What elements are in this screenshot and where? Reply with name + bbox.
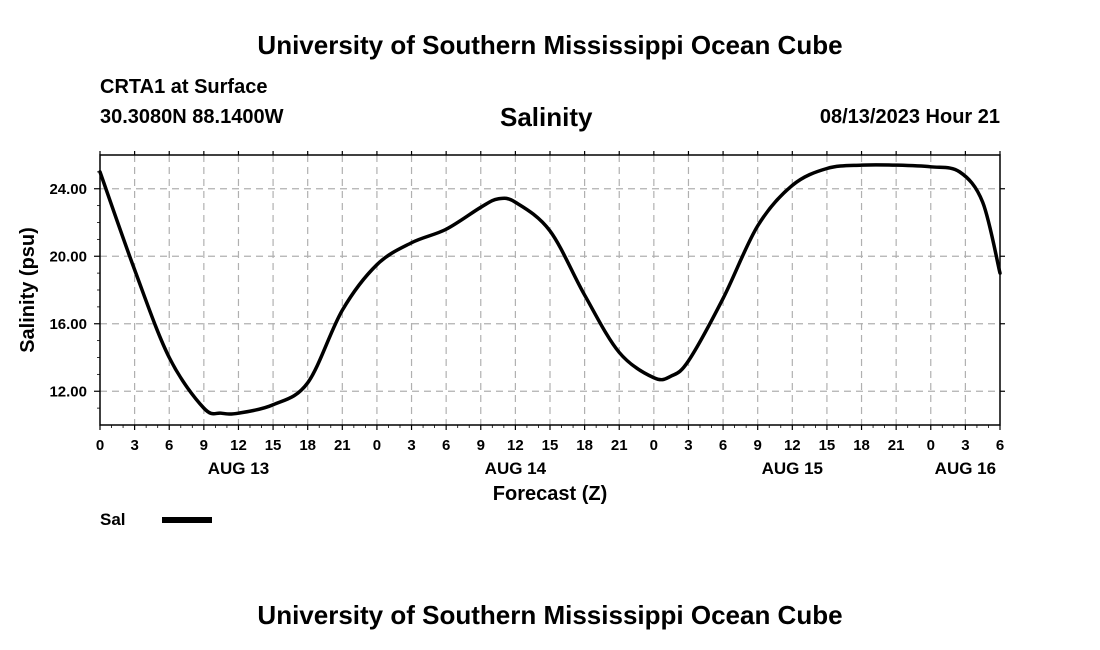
x-tick-label: 6 [442, 437, 450, 454]
x-tick-label: 3 [130, 437, 138, 454]
date-label: AUG 16 [935, 459, 996, 478]
y-axis-label: Salinity (psu) [17, 227, 39, 353]
legend-label: Sal [100, 510, 126, 529]
date-label: AUG 14 [485, 459, 547, 478]
x-tick-label: 3 [407, 437, 415, 454]
x-tick-label: 15 [819, 437, 836, 454]
x-tick-label: 3 [961, 437, 969, 454]
variable-title: Salinity [500, 102, 593, 132]
date-label: AUG 15 [762, 459, 823, 478]
plot-frame [99, 154, 1001, 426]
x-tick-label: 18 [576, 437, 593, 454]
datetime-label: 08/13/2023 Hour 21 [819, 106, 1000, 128]
legend-swatch [162, 517, 212, 523]
coordinates-label: 30.3080N 88.1400W [100, 106, 284, 128]
x-tick-label: 18 [299, 437, 316, 454]
date-label: AUG 13 [208, 459, 269, 478]
y-tick-label: 20.00 [49, 248, 87, 265]
x-tick-label: 12 [507, 437, 524, 454]
x-tick-label: 21 [334, 437, 351, 454]
y-tick-label: 12.00 [49, 383, 87, 400]
x-tick-label: 0 [96, 437, 104, 454]
x-tick-label: 18 [853, 437, 870, 454]
x-tick-label: 9 [477, 437, 485, 454]
x-tick-label: 21 [888, 437, 905, 454]
grid [100, 155, 1000, 425]
x-tick-label: 12 [230, 437, 247, 454]
x-tick-label: 6 [719, 437, 727, 454]
station-label: CRTA1 at Surface [100, 76, 268, 98]
x-tick-label: 3 [684, 437, 692, 454]
x-tick-label: 12 [784, 437, 801, 454]
x-tick-label: 9 [754, 437, 762, 454]
x-tick-label: 6 [165, 437, 173, 454]
chart-title-bottom: University of Southern Mississippi Ocean… [257, 600, 843, 630]
x-tick-label: 15 [265, 437, 282, 454]
x-tick-label: 0 [650, 437, 658, 454]
y-tick-label: 24.00 [49, 181, 87, 198]
series-line-sal [98, 163, 1002, 416]
x-axis-label: Forecast (Z) [493, 483, 607, 505]
x-tick-label: 0 [373, 437, 381, 454]
chart-title-top: University of Southern Mississippi Ocean… [257, 30, 843, 60]
x-tick-label: 6 [996, 437, 1004, 454]
x-tick-label: 0 [927, 437, 935, 454]
x-tick-label: 21 [611, 437, 628, 454]
x-tick-label: 15 [542, 437, 559, 454]
tick-labels: 0 3 6 9 12 15 18 21 0 3 6 9 12 15 18 21 0 3 6 9 12 15 18 21 0 3 6A… [49, 181, 1004, 478]
x-tick-label: 9 [200, 437, 208, 454]
y-tick-label: 16.00 [49, 316, 87, 333]
